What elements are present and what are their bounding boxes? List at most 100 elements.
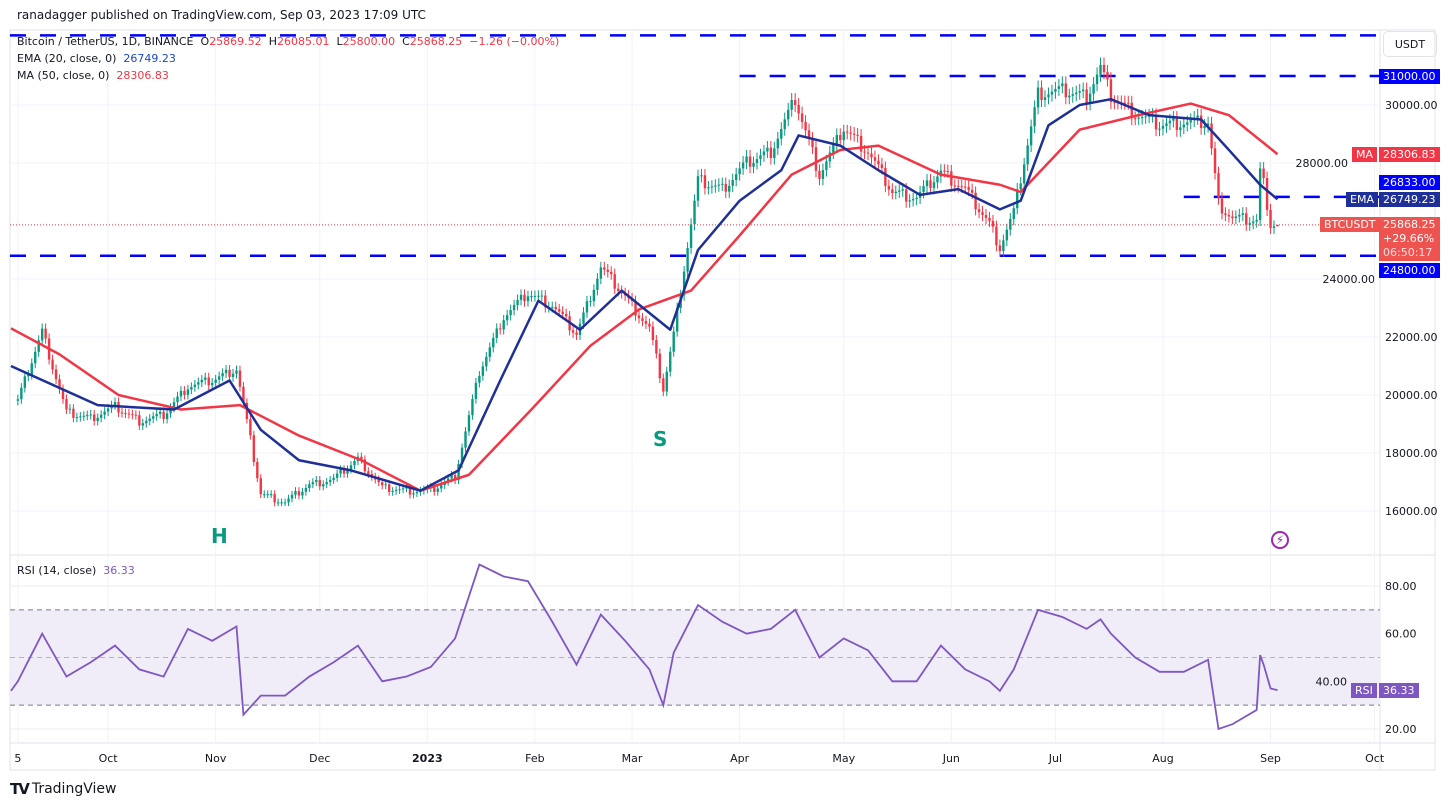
candle-body [54, 369, 58, 380]
rsi-line [10, 563, 1278, 731]
ma-legend[interactable]: MA (50, close, 0) 28306.83 [17, 69, 169, 82]
ema-legend[interactable]: EMA (20, close, 0) 26749.23 [17, 52, 176, 65]
candle-body [34, 351, 37, 364]
candle-body [634, 300, 637, 316]
candle-body [811, 138, 814, 148]
candle-body [582, 312, 585, 324]
candle-body [669, 351, 672, 372]
candle-body [554, 306, 557, 310]
candle-body [1095, 74, 1099, 85]
candle-body [276, 502, 280, 504]
candle-body [1012, 208, 1015, 220]
tradingview-logo[interactable]: TV TradingView [10, 780, 116, 798]
candle-body [898, 190, 901, 192]
candle-body [30, 363, 33, 375]
candle-body [332, 477, 335, 480]
candle-body [877, 160, 880, 165]
ohlc-legend: Bitcoin / TetherUS, 1D, BINANCE O25869.5… [17, 35, 559, 48]
candle-body [342, 469, 346, 474]
candle-body [1248, 223, 1251, 225]
candle-body [592, 289, 596, 302]
candle-body [499, 328, 502, 330]
candle-body [530, 296, 533, 298]
candle-body [790, 100, 793, 110]
candle-body [1054, 88, 1057, 92]
candle-body [391, 490, 394, 492]
candle-body [217, 376, 221, 380]
candle-body [759, 155, 762, 160]
candle-body [433, 486, 436, 492]
candle-body [193, 384, 197, 388]
candle-body [68, 408, 72, 410]
y-tick-label: 22000.00 [1385, 331, 1438, 344]
candle-body [172, 402, 176, 408]
candle-body [929, 180, 932, 189]
y-tick-label: 30000.00 [1385, 99, 1438, 112]
candle-body [86, 415, 89, 417]
candle-body [977, 209, 981, 213]
y-tick-label: 20000.00 [1385, 389, 1438, 402]
symbol-tag: BTCUSDT [1320, 217, 1380, 232]
candle-body [283, 502, 287, 504]
candle-body [1199, 115, 1203, 129]
candle-body [152, 416, 155, 419]
ema20-line [10, 97, 1279, 492]
candle-body [190, 387, 193, 390]
candle-body [1033, 107, 1036, 127]
x-tick-label: Mar [622, 752, 643, 765]
candle-body [1241, 213, 1244, 215]
candle-body [1081, 89, 1085, 92]
candle-body [1140, 117, 1144, 119]
currency-button[interactable]: USDT [1383, 31, 1437, 57]
y-tick-label: 16000.00 [1385, 505, 1438, 518]
candle-body [127, 413, 131, 415]
x-tick-label: Oct [1365, 752, 1385, 765]
tradingview-logo-icon: TV [10, 780, 30, 798]
ma-tag-name: MA [1352, 147, 1378, 162]
brand-name: TradingView [31, 781, 117, 797]
candle-body [512, 305, 516, 311]
candle-body [1092, 84, 1095, 94]
rsi-label: RSI (14, close) [17, 564, 97, 577]
candle-body [1168, 120, 1172, 124]
candle-body [457, 463, 460, 481]
candle-body [481, 366, 485, 376]
candle-body [613, 274, 616, 289]
x-tick-label: Sep [1260, 752, 1281, 765]
candle-body [252, 435, 256, 463]
x-tick-label: Jul [1048, 752, 1062, 765]
open-label: O [200, 35, 210, 48]
lightning-icon[interactable]: ⚡ [1271, 531, 1289, 549]
candle-body [1245, 213, 1248, 225]
candle-body [988, 217, 991, 221]
candle-body [346, 469, 349, 474]
rsi-legend[interactable]: RSI (14, close) 36.33 [17, 564, 135, 577]
candle-body [610, 271, 613, 275]
candle-body [641, 318, 644, 321]
candle-body [44, 328, 47, 339]
candle-body [1144, 116, 1147, 118]
candle-body [1113, 102, 1116, 104]
candle-body [20, 387, 23, 400]
candle-body [1123, 102, 1127, 104]
candle-body [863, 151, 866, 153]
candle-body [998, 245, 1002, 251]
candle-body [561, 311, 564, 314]
candle-body [762, 151, 766, 156]
candle-body [1175, 117, 1179, 131]
candle-body [322, 484, 325, 487]
candle-body [1272, 226, 1276, 228]
candle-body [953, 185, 956, 187]
candle-body [1047, 94, 1050, 98]
candle-body [849, 132, 852, 134]
candle-body [207, 377, 210, 386]
candle-body [821, 170, 825, 179]
candle-body [273, 494, 276, 503]
symbol-label[interactable]: Bitcoin / TetherUS, 1D, BINANCE [17, 35, 194, 48]
low-label: L [336, 35, 343, 48]
candle-body [693, 200, 696, 225]
candle-body [51, 359, 54, 370]
candle-body [651, 326, 655, 341]
level-tag-26833: 26833.00 [1379, 175, 1440, 190]
